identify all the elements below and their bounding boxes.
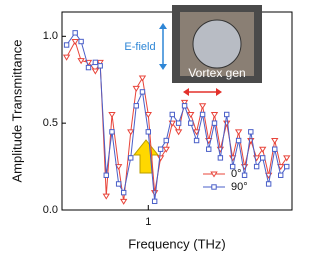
- marker: [145, 129, 151, 135]
- marker: [115, 181, 122, 187]
- marker: [103, 172, 109, 178]
- marker: [109, 129, 115, 135]
- marker: [224, 111, 230, 118]
- marker: [169, 111, 175, 118]
- marker: [144, 111, 152, 119]
- highlight-arrow: [132, 139, 160, 174]
- marker: [241, 172, 248, 178]
- marker: [193, 137, 200, 144]
- marker: [97, 63, 103, 69]
- marker: [229, 163, 236, 170]
- legend-label: 0°: [231, 168, 242, 180]
- marker: [272, 146, 278, 152]
- marker: [175, 120, 182, 126]
- marker: [217, 155, 224, 161]
- marker: [63, 42, 70, 48]
- marker: [157, 146, 164, 152]
- y-tick-label: 1.0: [43, 30, 58, 42]
- marker: [114, 164, 123, 171]
- marker: [78, 38, 84, 45]
- marker: [253, 163, 260, 170]
- marker: [119, 198, 128, 205]
- marker: [150, 190, 159, 197]
- marker: [284, 163, 290, 170]
- marker: [139, 89, 146, 95]
- marker: [234, 129, 243, 136]
- marker: [162, 146, 170, 153]
- marker: [278, 172, 284, 178]
- x-axis-label: Frequency (THz): [128, 236, 226, 251]
- x-tick-label: 1: [145, 216, 151, 228]
- marker: [85, 64, 92, 71]
- marker: [235, 137, 242, 144]
- marker: [283, 155, 291, 162]
- marker: [156, 155, 165, 162]
- y-tick-label: 0.0: [43, 204, 58, 216]
- marker: [187, 111, 195, 119]
- marker: [259, 146, 267, 153]
- marker: [259, 155, 266, 161]
- chart: Frequency (THz) Amplitude Transmittance …: [9, 5, 293, 251]
- marker: [132, 85, 140, 92]
- marker: [138, 75, 147, 82]
- marker: [92, 59, 99, 66]
- marker: [248, 129, 254, 135]
- marker: [127, 129, 135, 136]
- annotation: Vortex gen: [188, 66, 245, 80]
- marker: [102, 193, 110, 200]
- marker: [174, 129, 183, 136]
- sample-disk: [192, 19, 242, 69]
- marker: [265, 181, 272, 187]
- marker: [181, 103, 188, 109]
- marker: [180, 99, 189, 106]
- marker: [96, 59, 104, 66]
- marker: [163, 137, 169, 144]
- marker: [72, 30, 78, 36]
- marker: [77, 58, 85, 65]
- marker: [128, 155, 134, 161]
- legend-marker: [211, 184, 217, 190]
- marker: [271, 138, 279, 145]
- legend-label: 90°: [231, 181, 248, 193]
- annotation: E-field: [124, 41, 155, 53]
- marker: [120, 189, 127, 196]
- marker: [198, 103, 207, 110]
- marker: [188, 120, 194, 126]
- marker: [206, 146, 212, 152]
- y-axis-label: Amplitude Transmittance: [9, 39, 24, 182]
- marker: [210, 111, 219, 119]
- y-tick-label: 0.5: [43, 117, 58, 129]
- marker: [192, 129, 201, 136]
- legend-marker: [210, 171, 218, 178]
- marker: [71, 39, 79, 46]
- marker: [199, 111, 206, 118]
- marker: [91, 68, 100, 75]
- marker: [62, 54, 71, 61]
- marker: [211, 120, 218, 126]
- marker: [277, 164, 285, 171]
- marker: [151, 198, 158, 205]
- inset: [159, 5, 262, 96]
- marker: [108, 111, 116, 119]
- marker: [133, 103, 139, 109]
